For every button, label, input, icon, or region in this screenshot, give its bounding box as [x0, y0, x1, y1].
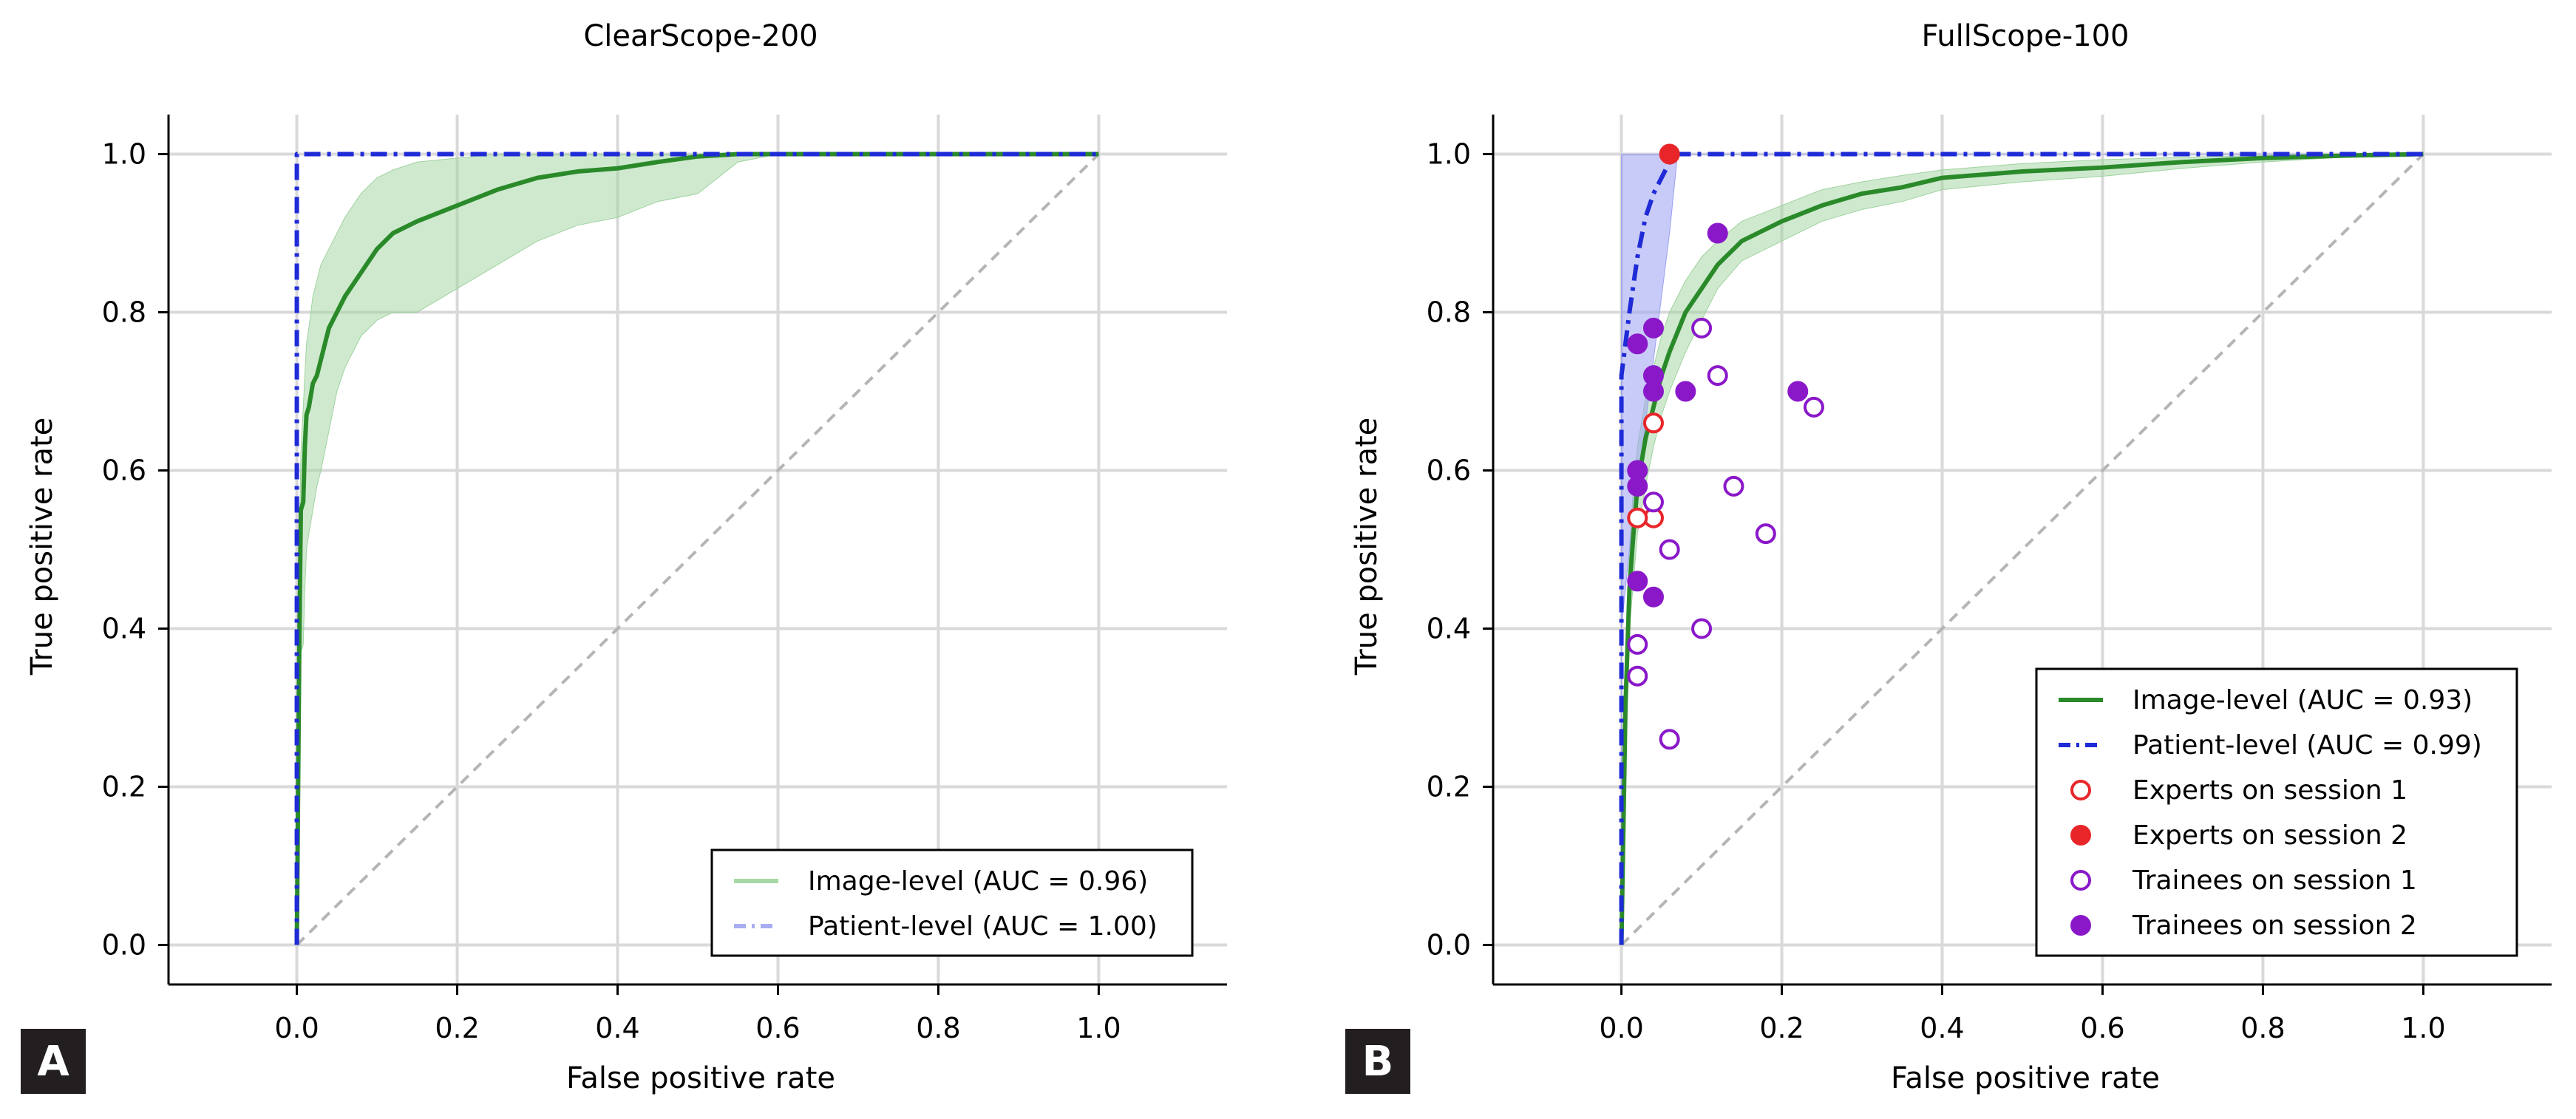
y-tick-label: 1.0: [102, 138, 146, 171]
y-tick-label: 0.4: [102, 613, 146, 645]
x-tick-label: 0.2: [435, 1012, 479, 1044]
legend-box: [710, 848, 1194, 957]
legend-swatch: [2070, 915, 2091, 936]
trainee-session2-point: [1627, 333, 1648, 355]
legend-label: Trainees on session 2: [2132, 911, 2417, 941]
y-tick-label: 0.4: [1427, 613, 1471, 645]
panel-b: FullScope-100 0.0 0.2 0.4 0.6 0.8 1.00.00.20.…: [1345, 19, 2552, 1095]
x-tick-label: 0.0: [274, 1012, 319, 1044]
plot-area-b: 0.0 0.2 0.4 0.6 0.8 1.0 0.0 0.2 0.4 0.6 0.8 1.0 Imag…: [1427, 115, 2552, 1044]
panel-a: ClearScope-200 0.0 0.2 0.4 0.6 0.8 1.00.00.20…: [21, 19, 1227, 1095]
x-axis-label-b: False positive rate: [1891, 1061, 2160, 1095]
y-tick-label: 1.0: [1427, 138, 1471, 171]
legend-swatch: [2070, 870, 2091, 891]
y-axis-label-b: True positive rate: [1350, 418, 1384, 676]
trainee-session1-point: [1642, 492, 1664, 513]
y-tick-label: 0.8: [1427, 296, 1471, 329]
x-axis-label-a: False positive rate: [566, 1061, 835, 1095]
trainee-session2-point: [1675, 381, 1696, 402]
y-tick-label: 0.8: [102, 296, 146, 329]
legend-a: Image-level (AUC = 0.96) Patient-level (A…: [710, 848, 1194, 957]
plot-area-a: 0.0 0.2 0.4 0.6 0.8 1.0 0.0 0.2 0.4 0.6 0.8 1.0 Imag…: [102, 115, 1227, 1044]
x-tick-label: 0.6: [2080, 1012, 2124, 1044]
trainee-session1-point: [1723, 475, 1744, 497]
y-axis-label-a: True positive rate: [25, 418, 59, 676]
trainee-session1-point: [1691, 618, 1713, 639]
legend-label: Image-level (AUC = 0.96): [808, 866, 1148, 897]
x-tick-label: 0.0: [1599, 1012, 1643, 1044]
expert-session1-point: [1627, 507, 1648, 528]
chance-diagonal: [296, 153, 1100, 946]
y-tick-label: 0.0: [1427, 929, 1471, 962]
x-tick-label: 1.0: [1076, 1012, 1121, 1044]
trainee-session1-point: [1627, 665, 1648, 687]
trainee-session2-point: [1642, 317, 1664, 339]
y-tick-label: 0.2: [1427, 771, 1471, 803]
trainee-session2-point: [1642, 381, 1664, 402]
legend-label: Trainees on session 1: [2132, 865, 2417, 896]
trainee-session2-point: [1642, 586, 1664, 608]
x-tick-label: 0.4: [595, 1012, 639, 1044]
trainee-session2-point: [1627, 475, 1648, 497]
patient-level-roc-line: [294, 152, 1099, 945]
image-level-roc-line: [294, 152, 1099, 945]
expert-session2-point: [1659, 143, 1680, 165]
trainee-session1-point: [1691, 317, 1713, 339]
y-tick-label: 0.6: [1427, 455, 1471, 487]
x-tick-label: 0.8: [2240, 1012, 2285, 1044]
expert-session1-point: [1642, 412, 1664, 434]
trainee-session1-point: [1707, 365, 1728, 387]
trainee-session1-point: [1659, 539, 1680, 560]
y-tick-label: 0.0: [102, 929, 146, 962]
patient-level-roc-line: [1619, 152, 2424, 945]
trainee-session1-point: [1803, 396, 1824, 418]
x-tick-label: 1.0: [2401, 1012, 2445, 1044]
chart-title-a: ClearScope-200: [583, 19, 818, 53]
legend-swatch: [2070, 780, 2091, 800]
x-tick-label: 0.6: [755, 1012, 800, 1044]
y-tick-label: 0.2: [102, 771, 146, 803]
legend-label: Experts on session 2: [2132, 820, 2407, 851]
legend-label: Patient-level (AUC = 1.00): [808, 911, 1158, 942]
chart-title-b: FullScope-100: [1921, 19, 2129, 53]
trainee-session1-point: [1659, 729, 1680, 750]
y-tick-label: 0.6: [102, 455, 146, 487]
legend-label: Experts on session 1: [2132, 775, 2407, 806]
trainee-session1-point: [1627, 633, 1648, 655]
panel-letter-b: B: [1362, 1038, 1394, 1086]
legend-box: [2035, 667, 2518, 957]
panel-letter-a: A: [37, 1038, 69, 1086]
panel-letter-box-a: [21, 1029, 86, 1094]
legend-swatch: [2070, 825, 2091, 846]
trainee-session2-point: [1627, 571, 1648, 592]
legend-b: Image-level (AUC = 0.93) Patient-level (A…: [2035, 667, 2518, 957]
legend-label: Patient-level (AUC = 0.99): [2132, 730, 2482, 761]
image-confidence-band: [296, 154, 1099, 945]
x-tick-label: 0.2: [1759, 1012, 1804, 1044]
x-tick-label: 0.8: [916, 1012, 960, 1044]
x-tick-label: 0.4: [1920, 1012, 1964, 1044]
legend-label: Image-level (AUC = 0.93): [2132, 685, 2473, 715]
trainee-session2-point: [1787, 381, 1809, 402]
chance-diagonal: [1620, 153, 2424, 946]
panel-letter-box-b: [1345, 1029, 1410, 1094]
trainee-session2-point: [1707, 222, 1728, 244]
trainee-session1-point: [1755, 523, 1776, 545]
